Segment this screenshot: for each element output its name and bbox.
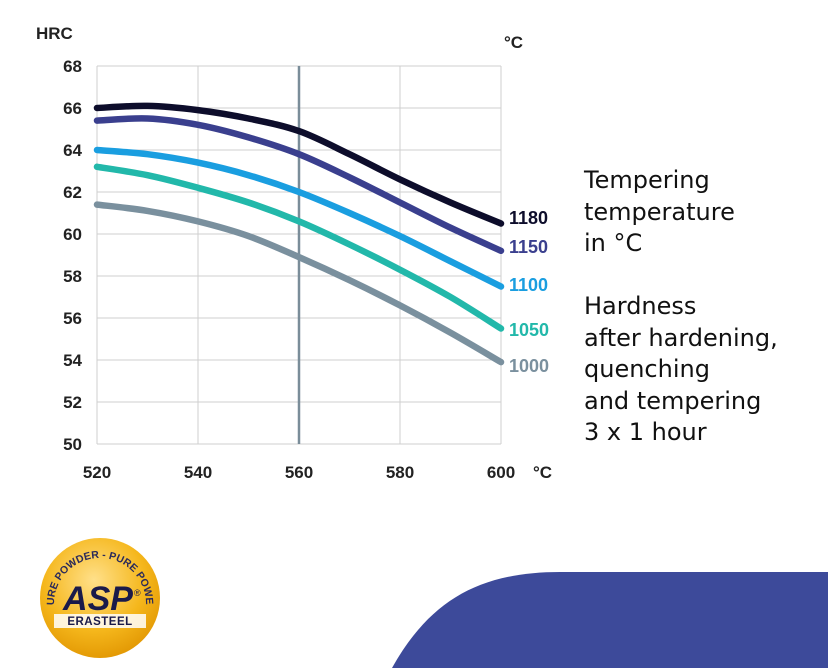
series-line-1100 — [93, 146, 505, 290]
chart-caption: Hardness after hardening, quenching and … — [584, 292, 778, 446]
top-right-unit-label: °C — [504, 33, 523, 52]
y-axis-ticks: 50 52 54 56 58 60 62 64 66 68 — [63, 57, 82, 454]
y-tick-label: 54 — [63, 351, 82, 370]
y-tick-label: 50 — [63, 435, 82, 454]
x-tick-label: 580 — [386, 463, 414, 482]
y-tick-label: 64 — [63, 141, 82, 160]
logo-brand: ERASTEEL — [67, 616, 132, 628]
x-tick-label: 540 — [184, 463, 212, 482]
asp-erasteel-logo: PURE POWDER - PURE POWER ASP ® ERASTEEL — [36, 534, 160, 658]
series-line-1050 — [93, 163, 505, 332]
series-label-1180: 1180 — [509, 208, 548, 228]
series-line-1150 — [93, 115, 505, 255]
x-tick-label: 560 — [285, 463, 313, 482]
logo-mark: ASP — [62, 580, 133, 618]
series-label-1000: 1000 — [509, 356, 549, 376]
y-axis-label: HRC — [36, 24, 73, 43]
logo-registered-mark: ® — [134, 588, 141, 598]
series-label-1150: 1150 — [509, 237, 548, 257]
chart-series-lines — [93, 102, 505, 366]
y-tick-label: 62 — [63, 183, 82, 202]
series-label-1100: 1100 — [509, 275, 548, 295]
series-line-1180 — [93, 102, 505, 227]
x-tick-label: 520 — [83, 463, 111, 482]
series-labels: 1180 1150 1100 1050 1000 — [509, 208, 549, 376]
y-tick-label: 68 — [63, 57, 82, 76]
y-tick-label: 60 — [63, 225, 82, 244]
logo-brand-band — [54, 614, 146, 628]
x-axis-ticks: 520 540 560 580 600 — [83, 463, 515, 482]
x-axis-unit-label: °C — [533, 463, 552, 482]
y-tick-label: 56 — [63, 309, 82, 328]
y-tick-label: 58 — [63, 267, 82, 286]
legend-title: Tempering temperature in °C — [584, 166, 735, 257]
y-tick-label: 52 — [63, 393, 82, 412]
series-line-1000 — [93, 201, 505, 366]
tempering-chart: 50 52 54 56 58 60 62 64 66 68 520 540 560 580 600 118… — [36, 24, 552, 482]
y-tick-label: 66 — [63, 99, 82, 118]
series-label-1050: 1050 — [509, 320, 549, 340]
x-tick-label: 600 — [487, 463, 515, 482]
